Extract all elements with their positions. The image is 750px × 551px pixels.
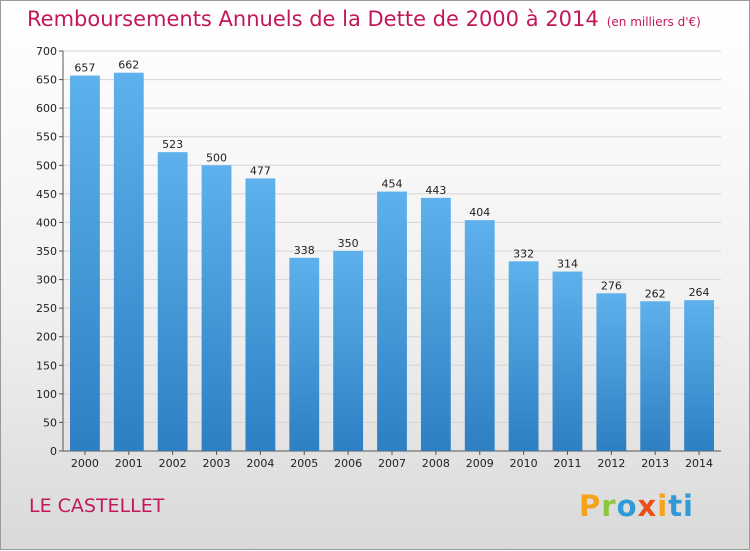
y-tick-label: 0 [50,445,57,458]
y-tick-label: 450 [36,188,57,201]
value-label: 454 [382,178,403,191]
x-tick-label: 2009 [466,457,494,470]
bar [201,165,232,452]
value-label: 523 [162,138,183,151]
y-tick-label: 350 [36,245,57,258]
x-tick-label: 2008 [422,457,450,470]
value-label: 314 [557,258,578,271]
bar [464,220,495,451]
bar [333,251,364,451]
y-tick-label: 400 [36,216,57,229]
value-label: 264 [689,286,710,299]
y-tick-label: 550 [36,131,57,144]
x-tick-label: 2012 [597,457,625,470]
y-tick-label: 300 [36,274,57,287]
value-label: 332 [513,247,534,260]
logo-letter: ti [668,489,694,523]
proxiti-logo: Proxiti [579,489,694,523]
logo-letter: o [616,489,638,523]
value-label: 404 [469,206,490,219]
y-tick-label: 250 [36,302,57,315]
bar [684,300,714,451]
x-tick-label: 2000 [71,457,99,470]
logo-letter: i [657,489,669,523]
x-tick-label: 2004 [246,457,274,470]
bar [508,261,539,451]
value-label: 657 [74,62,95,75]
x-tick-label: 2010 [510,457,538,470]
x-tick-label: 2005 [290,457,318,470]
x-tick-label: 2013 [641,457,669,470]
bar [596,293,627,451]
x-tick-label: 2007 [378,457,406,470]
value-label: 350 [338,237,359,250]
y-tick-label: 50 [43,416,57,429]
value-label: 338 [294,244,315,257]
y-tick-label: 650 [36,74,57,87]
y-tick-label: 700 [36,45,57,58]
y-tick-label: 200 [36,331,57,344]
bar [157,152,188,451]
x-tick-label: 2002 [159,457,187,470]
value-label: 443 [425,184,446,197]
logo-letter: P [579,489,602,523]
y-tick-label: 150 [36,359,57,372]
logo-letter: x [637,489,658,523]
x-tick-label: 2011 [553,457,581,470]
bar [245,178,276,451]
place-name: LE CASTELLET [29,495,165,517]
bar [377,191,407,452]
bar [289,257,320,451]
bar [113,72,144,451]
bar [420,197,451,451]
bar [640,301,671,451]
value-label: 662 [118,59,139,72]
x-tick-label: 2006 [334,457,362,470]
y-tick-label: 500 [36,159,57,172]
logo-letter: r [601,489,617,523]
y-tick-label: 100 [36,388,57,401]
chart-title: Remboursements Annuels de la Dette de 20… [27,7,701,31]
chart-title-text: Remboursements Annuels de la Dette de 20… [27,7,599,31]
value-label: 276 [601,279,622,292]
value-label: 500 [206,151,227,164]
value-label: 262 [645,287,666,300]
y-tick-label: 600 [36,102,57,115]
x-tick-label: 2003 [203,457,231,470]
bar [70,75,100,452]
bar [552,271,583,451]
value-label: 477 [250,164,271,177]
x-tick-label: 2001 [115,457,143,470]
x-tick-label: 2014 [685,457,713,470]
chart-unit: (en milliers d'€) [606,15,701,29]
